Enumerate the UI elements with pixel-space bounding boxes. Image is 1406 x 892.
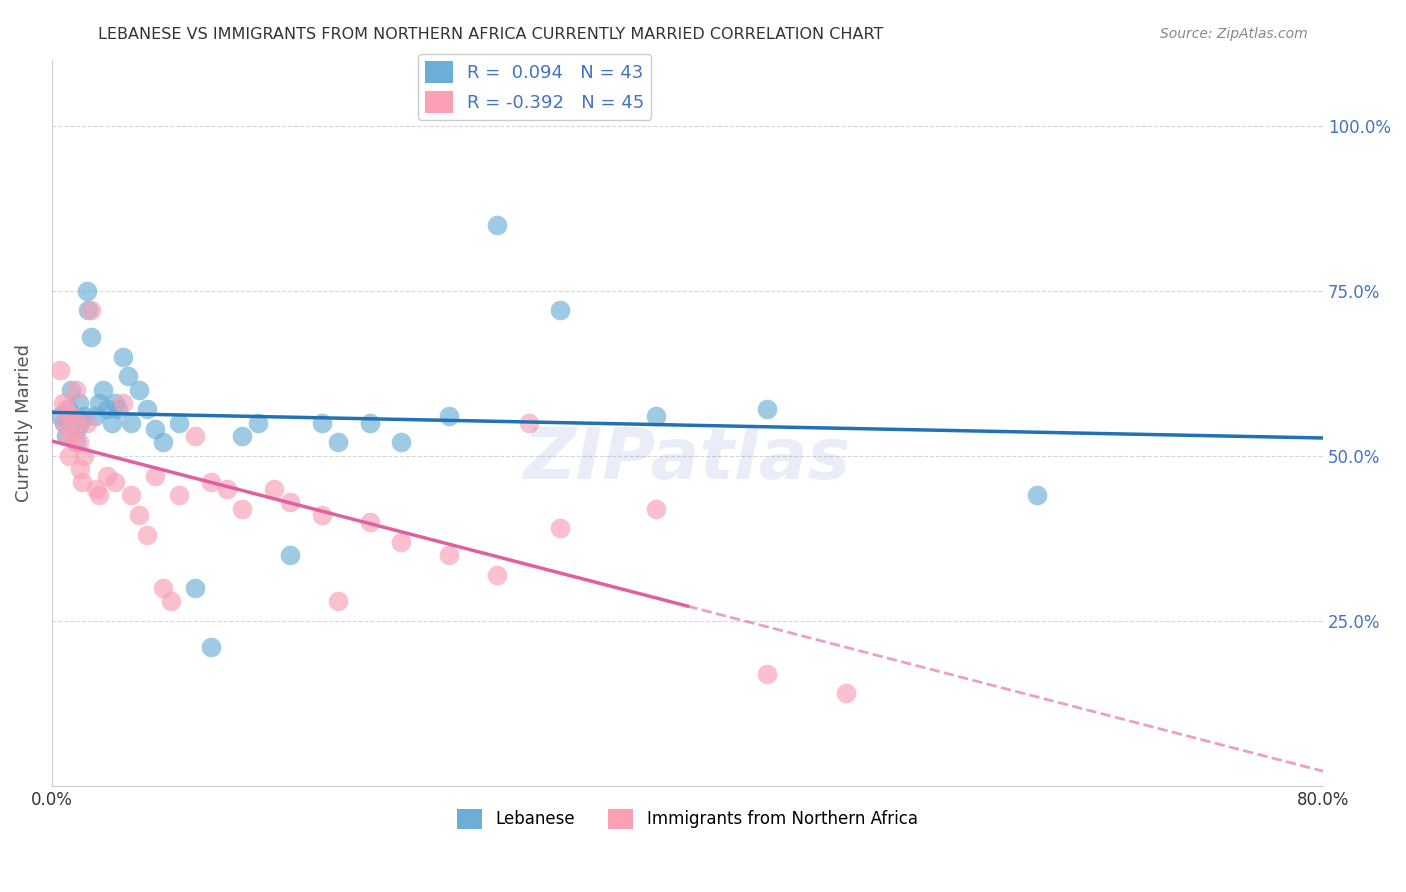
Point: [107, 402, 129, 417]
Point: [311, 416, 333, 430]
Point: [83, 409, 105, 423]
Point: [550, 303, 572, 318]
Point: [101, 416, 124, 430]
Point: [120, 416, 142, 430]
Point: [278, 495, 301, 509]
Point: [167, 488, 190, 502]
Point: [437, 548, 460, 562]
Point: [59, 383, 82, 397]
Point: [143, 468, 166, 483]
Point: [359, 515, 381, 529]
Point: [215, 482, 238, 496]
Point: [152, 581, 174, 595]
Text: Source: ZipAtlas.com: Source: ZipAtlas.com: [1160, 27, 1308, 41]
Point: [152, 435, 174, 450]
Point: [550, 521, 572, 535]
Text: ZIPatlas: ZIPatlas: [524, 425, 851, 493]
Point: [55, 429, 77, 443]
Point: [120, 488, 142, 502]
Point: [62, 429, 84, 443]
Point: [104, 396, 127, 410]
Point: [66, 422, 89, 436]
Point: [77, 303, 100, 318]
Text: LEBANESE VS IMMIGRANTS FROM NORTHERN AFRICA CURRENTLY MARRIED CORRELATION CHART: LEBANESE VS IMMIGRANTS FROM NORTHERN AFR…: [98, 27, 884, 42]
Point: [117, 369, 139, 384]
Point: [359, 416, 381, 430]
Point: [644, 501, 666, 516]
Point: [112, 350, 135, 364]
Point: [231, 501, 253, 516]
Point: [128, 508, 150, 522]
Point: [72, 409, 94, 423]
Point: [104, 475, 127, 489]
Point: [389, 435, 412, 450]
Point: [835, 686, 858, 700]
Point: [56, 429, 79, 443]
Point: [55, 402, 77, 417]
Point: [65, 435, 87, 450]
Point: [1026, 488, 1049, 502]
Point: [80, 303, 103, 318]
Point: [89, 396, 111, 410]
Point: [160, 594, 183, 608]
Point: [52, 396, 75, 410]
Point: [167, 416, 190, 430]
Point: [69, 462, 91, 476]
Point: [755, 402, 778, 417]
Point: [128, 383, 150, 397]
Point: [644, 409, 666, 423]
Point: [70, 475, 93, 489]
Point: [67, 435, 90, 450]
Point: [48, 409, 70, 423]
Point: [485, 567, 508, 582]
Point: [200, 640, 222, 655]
Point: [84, 482, 107, 496]
Point: [89, 488, 111, 502]
Point: [66, 416, 89, 430]
Point: [184, 581, 207, 595]
Point: [311, 508, 333, 522]
Point: [96, 468, 118, 483]
Point: [67, 396, 90, 410]
Point: [72, 449, 94, 463]
Point: [278, 548, 301, 562]
Point: [143, 422, 166, 436]
Legend: Lebanese, Immigrants from Northern Africa: Lebanese, Immigrants from Northern Afric…: [450, 802, 924, 836]
Point: [69, 416, 91, 430]
Point: [76, 284, 98, 298]
Point: [389, 534, 412, 549]
Point: [53, 416, 76, 430]
Point: [48, 363, 70, 377]
Point: [263, 482, 285, 496]
Point: [65, 383, 87, 397]
Point: [59, 409, 82, 423]
Point: [58, 449, 80, 463]
Point: [91, 383, 114, 397]
Point: [326, 435, 349, 450]
Point: [247, 416, 270, 430]
Point: [326, 594, 349, 608]
Point: [755, 666, 778, 681]
Y-axis label: Currently Married: Currently Married: [15, 343, 32, 501]
Point: [56, 402, 79, 417]
Point: [136, 402, 159, 417]
Point: [184, 429, 207, 443]
Point: [485, 218, 508, 232]
Point: [136, 528, 159, 542]
Point: [80, 330, 103, 344]
Point: [517, 416, 540, 430]
Point: [200, 475, 222, 489]
Point: [53, 416, 76, 430]
Point: [437, 409, 460, 423]
Point: [76, 416, 98, 430]
Point: [112, 396, 135, 410]
Point: [96, 402, 118, 417]
Point: [231, 429, 253, 443]
